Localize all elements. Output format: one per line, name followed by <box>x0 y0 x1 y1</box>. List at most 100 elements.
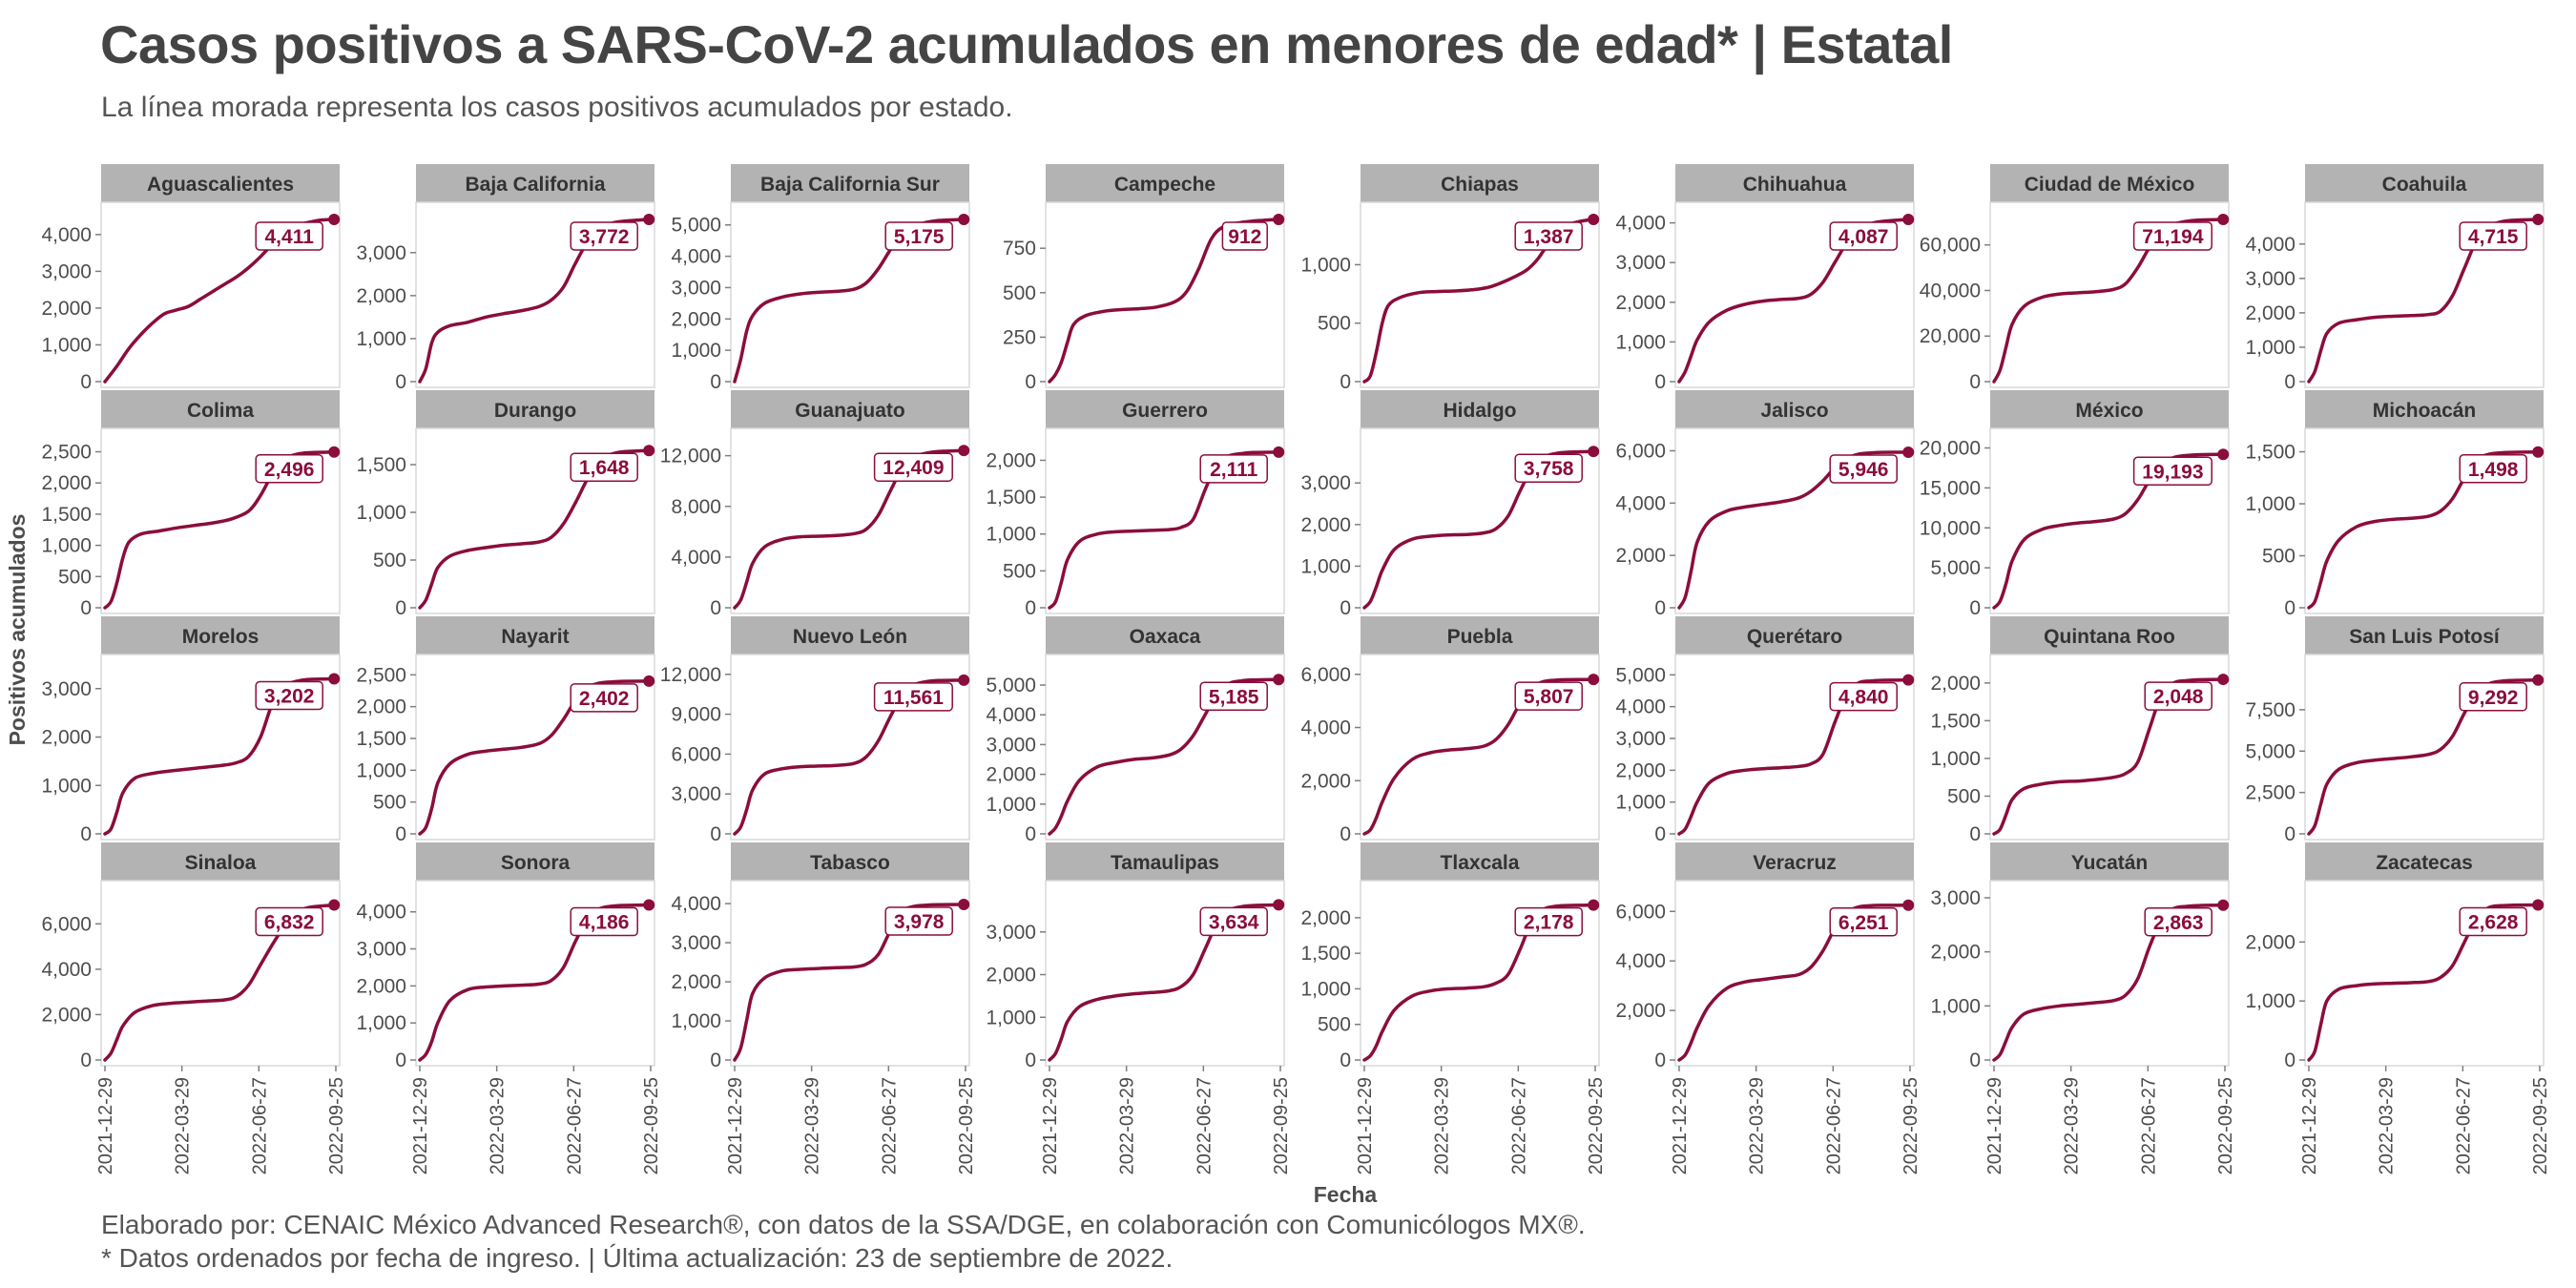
y-tick-label: 1,000 <box>41 535 92 557</box>
value-label-box <box>1221 221 1268 251</box>
y-tick-label: 2,500 <box>2245 782 2296 804</box>
panel-border <box>1989 880 2230 1067</box>
y-tick-label: 500 <box>1947 785 1981 807</box>
value-label: 19,193 <box>2142 461 2203 483</box>
y-tick-label: 3,000 <box>986 734 1036 756</box>
x-tick-label: 2021-12-29 <box>2299 1077 2320 1174</box>
facet-strip <box>1361 164 1599 202</box>
y-tick-label: 4,000 <box>1615 492 1666 514</box>
y-tick-label: 4,000 <box>1300 717 1351 739</box>
panel-border <box>2304 654 2545 841</box>
value-label-box <box>1514 453 1583 483</box>
series-end-point <box>643 675 655 687</box>
panel-border <box>1674 201 1915 388</box>
y-tick-label: 750 <box>1003 238 1036 260</box>
value-label: 12,409 <box>883 457 944 479</box>
facet-panel: Guanajuato 0 4,000 8,000 12,000 12,409 <box>660 390 970 619</box>
facet-strip-label: Durango <box>494 400 576 422</box>
value-label-box <box>2459 906 2527 937</box>
value-label: 2,628 <box>2468 912 2519 934</box>
facet-panel: Baja California 0 1,000 2,000 3,000 3,772 <box>356 164 655 393</box>
facet-strip <box>1675 164 1914 202</box>
y-tick-label: 1,000 <box>671 1010 721 1032</box>
facet-strip <box>1361 842 1599 881</box>
y-tick-label: 10,000 <box>1920 517 1981 539</box>
facet-strip-label: Querétaro <box>1747 626 1842 648</box>
value-label-box <box>1514 681 1583 711</box>
series-end-point <box>958 445 970 457</box>
series-end-point <box>1588 214 1600 225</box>
x-axis-title: Fecha <box>1314 1182 1378 1207</box>
facet-strip <box>1990 390 2229 428</box>
facet-panel: Morelos 0 1,000 2,000 3,000 3,202 <box>41 616 341 845</box>
x-tick-label: 2022-09-25 <box>1271 1077 1292 1174</box>
value-label-box <box>1199 454 1268 484</box>
value-label-box <box>2132 456 2212 487</box>
y-tick-label: 0 <box>395 1049 406 1071</box>
y-tick-label: 5,000 <box>986 675 1036 696</box>
x-tick-label: 2022-09-25 <box>956 1077 977 1174</box>
facet-strip <box>1046 616 1284 654</box>
facet-strip <box>2305 164 2544 202</box>
panel-border <box>730 427 970 614</box>
y-tick-label: 4,000 <box>1615 696 1666 718</box>
y-tick-label: 0 <box>1969 1049 1981 1071</box>
facet-strip <box>101 390 340 428</box>
x-tick-label: 2022-06-27 <box>2138 1077 2159 1174</box>
value-label: 1,387 <box>1524 226 1574 248</box>
value-label-box <box>2459 454 2527 484</box>
y-tick-label: 3,000 <box>671 783 721 805</box>
facet-strip <box>731 390 969 428</box>
y-tick-label: 1,500 <box>2245 442 2296 464</box>
value-label-box <box>1199 906 1268 937</box>
facet-strip <box>1046 842 1284 881</box>
facet-panel: Zacatecas 0 1,000 2,000 2021-12-29 2022-03-29… <box>2245 842 2551 1174</box>
value-label: 5,807 <box>1524 686 1574 708</box>
series-end-point <box>958 674 970 686</box>
facet-panel: Baja California Sur 0 1,000 2,000 3,000 4,000… <box>671 164 970 393</box>
series-end-point <box>2217 214 2230 225</box>
y-tick-label: 0 <box>1340 597 1351 619</box>
y-tick-label: 0 <box>1654 371 1666 393</box>
value-label: 2,048 <box>2153 686 2204 708</box>
facet-strip-label: Quintana Roo <box>2044 626 2175 648</box>
facet-panel: Sonora 0 1,000 2,000 3,000 4,000 2021-12-29 202… <box>356 842 662 1174</box>
y-tick-label: 0 <box>1969 597 1981 619</box>
y-tick-label: 0 <box>2284 597 2296 619</box>
y-tick-label: 40,000 <box>1920 280 1981 301</box>
y-tick-label: 3,000 <box>1615 252 1666 274</box>
y-tick-label: 2,000 <box>41 1004 92 1026</box>
y-tick-label: 4,000 <box>671 893 721 915</box>
panel-border <box>415 880 655 1067</box>
x-tick-label: 2022-09-25 <box>1586 1077 1607 1174</box>
facet-strip-label: Chihuahua <box>1743 174 1847 196</box>
facet-panel: Chiapas 0 500 1,000 1,387 <box>1300 164 1600 393</box>
facet-strip <box>1046 390 1284 428</box>
panel-border <box>1045 654 1285 841</box>
y-tick-label: 3,000 <box>41 260 92 282</box>
value-label-box <box>1514 221 1583 251</box>
y-tick-label: 500 <box>1318 1014 1351 1036</box>
y-tick-label: 2,000 <box>1615 545 1666 567</box>
series-end-point <box>2532 446 2545 458</box>
y-tick-label: 4,000 <box>41 959 92 981</box>
value-label-box <box>2144 681 2212 711</box>
value-label: 3,978 <box>894 911 945 933</box>
x-tick-label: 2022-06-27 <box>2453 1077 2474 1174</box>
x-tick-label: 2021-12-29 <box>1670 1077 1691 1174</box>
facet-strip <box>1990 842 2229 881</box>
panel-border <box>1045 427 1285 614</box>
facet-strip-label: Baja California <box>465 174 605 196</box>
y-tick-label: 12,000 <box>660 664 721 686</box>
y-tick-label: 500 <box>373 792 406 814</box>
facet-strip <box>1361 390 1599 428</box>
y-tick-label: 0 <box>80 371 92 393</box>
facet-strip <box>416 390 654 428</box>
caption-note: * Datos ordenados por fecha de ingreso. … <box>101 1243 1174 1273</box>
facet-strip-label: Tamaulipas <box>1111 852 1219 874</box>
y-tick-label: 2,000 <box>41 727 92 749</box>
series-line <box>418 679 651 836</box>
value-label: 71,194 <box>2142 226 2204 248</box>
value-label-box <box>255 221 323 251</box>
series-end-point <box>958 214 970 225</box>
